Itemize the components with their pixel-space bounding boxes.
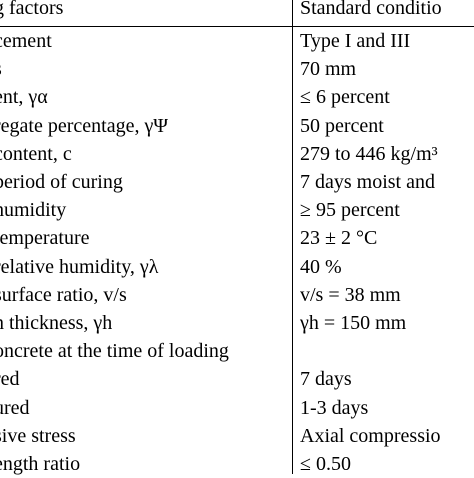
table-row: n thickness, γh γh = 150 mm [0, 310, 474, 337]
standard-condition-cell: 23 ± 2 °C [300, 227, 378, 250]
table-row: humidity ≥ 95 percent [0, 197, 474, 224]
factor-cell: temperature [0, 227, 90, 250]
table-row: red 7 days [0, 366, 474, 393]
standard-condition-cell: ≤ 6 percent [300, 86, 390, 109]
factor-cell: ength ratio [0, 453, 81, 475]
standard-condition-cell: 1-3 days [300, 396, 369, 419]
table-row: period of curing 7 days moist and [0, 169, 474, 196]
factor-cell: red [0, 368, 20, 391]
standard-condition-cell: Type I and III [300, 30, 411, 52]
standard-condition-cell: γh = 150 mm [300, 312, 407, 334]
standard-condition-cell: 279 to 446 kg/m³ [300, 142, 438, 165]
table-row: regate percentage, γΨ 50 percent [0, 113, 474, 140]
factor-cell: sive stress [0, 424, 76, 447]
standard-condition-cell: 50 percent [300, 114, 384, 137]
table-row: oncrete at the time of loading [0, 338, 474, 365]
factor-cell: period of curing [0, 171, 123, 193]
table-row: surface ratio, v/s v/s = 38 mm [0, 282, 474, 309]
header-factors: g factors [0, 0, 64, 19]
table-row: content, c 279 to 446 kg/m³ [0, 141, 474, 168]
standard-condition-cell: 70 mm [300, 58, 357, 81]
factor-cell: ent, γα [0, 86, 48, 109]
factor-cell: oncrete at the time of loading [0, 340, 229, 363]
standard-condition-cell: ≤ 0.50 [300, 453, 351, 475]
factor-cell: content, c [0, 142, 72, 165]
table-row: sive stress Axial compressio [0, 423, 474, 450]
standard-condition-cell: Axial compressio [300, 424, 441, 447]
table-row: cement Type I and III [0, 28, 474, 55]
factor-cell: n thickness, γh [0, 312, 113, 334]
table-row: temperature 23 ± 2 °C [0, 225, 474, 252]
header-standard-conditions: Standard conditio [300, 0, 442, 19]
standard-condition-cell: ≥ 95 percent [300, 199, 400, 222]
factor-cell: s [0, 56, 291, 83]
table-row: ength ratio ≤ 0.50 [0, 451, 474, 478]
standard-condition-cell: 7 days moist and [300, 171, 435, 193]
factor-cell: relative humidity, γλ [0, 255, 159, 278]
table-row: relative humidity, γλ 40 % [0, 254, 474, 281]
header-rule [0, 26, 474, 27]
standard-condition-cell: 7 days [300, 368, 352, 391]
factor-cell: cement [0, 30, 52, 52]
table-row: ured 1-3 days [0, 395, 474, 422]
table-row: s 70 mm [0, 56, 474, 83]
table-header-row: g factors Standard conditio [0, 0, 474, 22]
column-divider [292, 0, 293, 474]
table-row: ent, γα ≤ 6 percent [0, 84, 474, 111]
factor-cell: regate percentage, γΨ [0, 114, 169, 137]
factor-cell: surface ratio, v/s [0, 283, 127, 306]
factor-cell: humidity [0, 199, 67, 222]
standard-condition-cell: v/s = 38 mm [300, 283, 401, 306]
standard-condition-cell: 40 % [300, 255, 342, 278]
factor-cell: ured [0, 396, 30, 419]
